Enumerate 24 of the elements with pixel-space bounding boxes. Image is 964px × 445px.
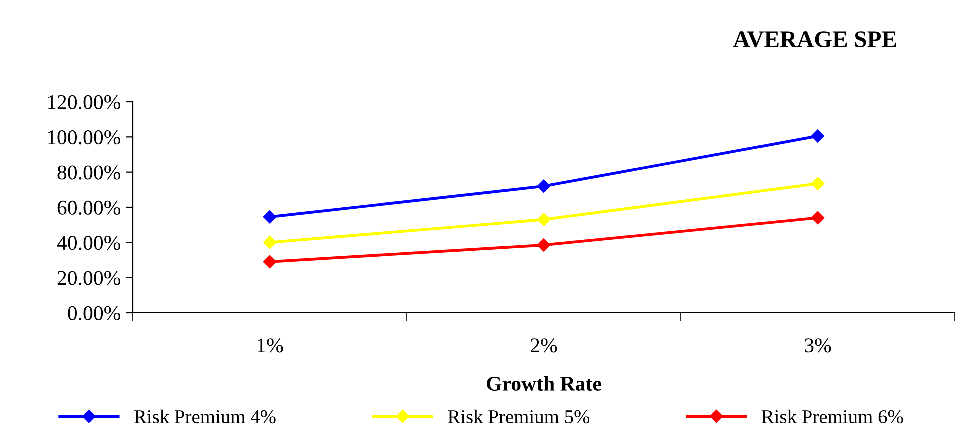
chart-title: AVERAGE SPE [733, 32, 896, 48]
x-axis-title: Growth Rate [487, 376, 602, 391]
y-tick-label: 60.00% [58, 200, 120, 216]
point [811, 211, 825, 225]
legend-label: Risk Premium 4% [134, 410, 276, 424]
legend-label: Risk Premium 6% [762, 410, 904, 424]
point [811, 177, 825, 190]
y-tick-label: 0.00% [68, 306, 120, 321]
y-tick-label: 100.00% [48, 130, 120, 145]
point [537, 213, 551, 226]
point [537, 180, 551, 193]
x-tick-label: 1% [258, 338, 284, 353]
x-tick-label: 2% [531, 338, 558, 353]
point [263, 210, 277, 224]
point [537, 238, 551, 252]
legend-label: Risk Premium 5% [448, 410, 590, 424]
point [263, 236, 277, 250]
x-tick-label: 3% [805, 338, 832, 353]
y-tick-label: 120.00% [48, 95, 120, 110]
y-tick-label: 40.00% [57, 236, 120, 250]
point [811, 130, 825, 143]
point [263, 255, 277, 269]
y-tick-label: 20.00% [58, 271, 120, 286]
y-tick-label: 80.00% [58, 166, 120, 180]
